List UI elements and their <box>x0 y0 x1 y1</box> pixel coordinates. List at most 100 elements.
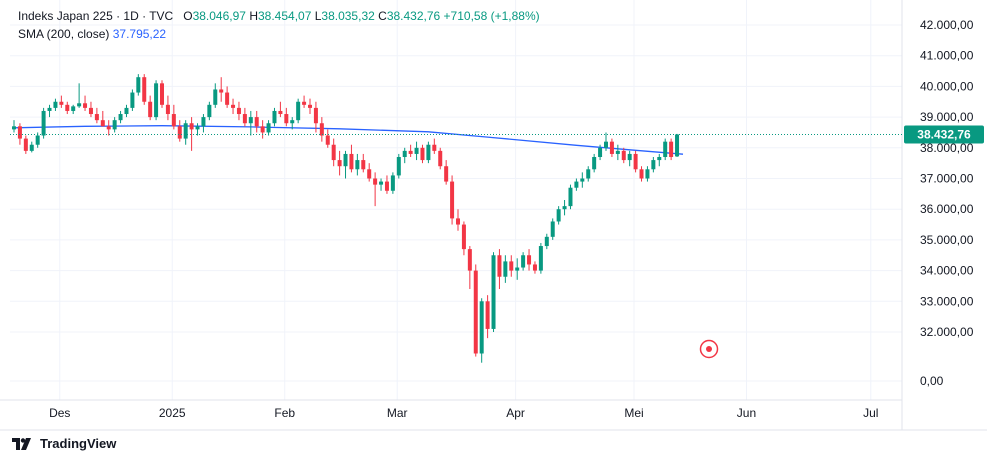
overlay: 38.432,76 <box>10 125 984 359</box>
candle-body <box>308 104 312 108</box>
event-marker-dot <box>706 346 712 352</box>
sma-value: 37.795,22 <box>112 27 167 41</box>
candle <box>621 147 626 164</box>
last-price-tag: 38.432,76 <box>917 128 971 142</box>
candle <box>302 95 307 108</box>
candle-body <box>438 150 443 167</box>
candle-body <box>598 147 603 158</box>
open-label: O <box>183 9 193 23</box>
candle <box>29 141 34 153</box>
sma-label[interactable]: SMA (200, close) <box>18 27 110 41</box>
candle <box>53 98 58 111</box>
candle <box>627 150 632 167</box>
high-value: 38.454,07 <box>257 9 312 23</box>
candle <box>100 110 105 127</box>
candle <box>527 249 532 271</box>
candle-body <box>367 169 372 179</box>
candle-body <box>550 221 555 237</box>
candle-body <box>461 224 466 250</box>
candle <box>456 209 460 231</box>
symbol-title[interactable]: Indeks Japan 225 · 1D · TVC <box>18 9 174 23</box>
candle-body <box>450 181 455 219</box>
x-tick-label: Des <box>49 406 70 420</box>
y-axis[interactable]: 42.000,00 41.000,00 40.000,00 39.000,00 38.0… <box>920 18 974 388</box>
candle <box>319 117 324 142</box>
candle-body <box>373 178 378 185</box>
candle <box>242 107 247 127</box>
candle-body <box>503 261 508 277</box>
candle-body <box>88 107 93 115</box>
candle <box>479 298 484 363</box>
candle <box>657 153 662 167</box>
candle <box>195 123 200 136</box>
candle-body <box>343 153 348 167</box>
candle <box>669 138 674 161</box>
candle <box>106 120 111 136</box>
ohlc-legend[interactable]: Indeks Japan 225 · 1D · TVC O38.046,97 H… <box>18 9 540 23</box>
tradingview-logo[interactable]: TradingView <box>12 436 116 451</box>
candle <box>408 144 413 158</box>
candle-body <box>651 160 656 170</box>
candle <box>65 101 70 115</box>
candle-body <box>231 104 236 108</box>
candle <box>379 178 384 191</box>
candle <box>402 147 407 164</box>
candle <box>574 178 579 191</box>
candle-body <box>112 120 117 130</box>
candle <box>544 233 549 250</box>
brand-name: TradingView <box>40 436 117 451</box>
candle-body <box>83 103 88 108</box>
candle-body <box>165 104 170 115</box>
candle-body <box>456 218 460 225</box>
candle-body <box>266 123 271 133</box>
tradingview-logo-icon <box>12 437 31 450</box>
candle <box>438 147 443 170</box>
candle <box>355 153 360 176</box>
candle <box>331 138 336 167</box>
candle <box>337 150 342 176</box>
candle-body <box>260 126 265 133</box>
candle-body <box>521 255 526 268</box>
candle-body <box>35 135 40 145</box>
candle <box>592 153 597 173</box>
candle-body <box>384 181 389 191</box>
y-tick-label: 41.000,00 <box>920 49 974 63</box>
candle-body <box>219 89 224 93</box>
candle <box>142 74 147 105</box>
candle-body <box>171 114 176 127</box>
candle-body <box>236 107 241 115</box>
candle-body <box>136 77 141 93</box>
candle-body <box>669 141 674 158</box>
grid-lines <box>0 0 987 431</box>
candle-body <box>402 150 407 158</box>
candle <box>615 144 620 161</box>
candle <box>473 264 478 357</box>
candle <box>17 123 22 145</box>
candle <box>432 138 437 154</box>
candle-body <box>485 301 490 329</box>
candle-body <box>657 157 662 161</box>
candle <box>213 83 218 108</box>
candle-body <box>633 153 638 170</box>
candle-body <box>154 83 159 118</box>
candle <box>266 120 271 136</box>
candle <box>59 95 64 108</box>
y-tick-label: 32.000,00 <box>920 325 974 339</box>
candle <box>497 249 502 290</box>
candle <box>414 141 419 161</box>
candle <box>171 104 176 130</box>
candle-body <box>467 249 472 271</box>
sma-legend[interactable]: SMA (200, close) 37.795,22 <box>18 27 166 41</box>
candle-body <box>106 126 111 130</box>
y-tick-label: 36.000,00 <box>920 202 974 216</box>
x-axis[interactable]: Des 2025 Feb Mar Apr Mei Jun Jul <box>49 406 878 420</box>
candle-body <box>130 92 135 108</box>
candle <box>207 101 212 121</box>
candle <box>580 172 585 188</box>
candle <box>538 242 543 274</box>
candle-body <box>621 150 626 161</box>
y-tick-label: 33.000,00 <box>920 294 974 308</box>
candle-body <box>195 126 200 130</box>
candle <box>136 74 141 96</box>
